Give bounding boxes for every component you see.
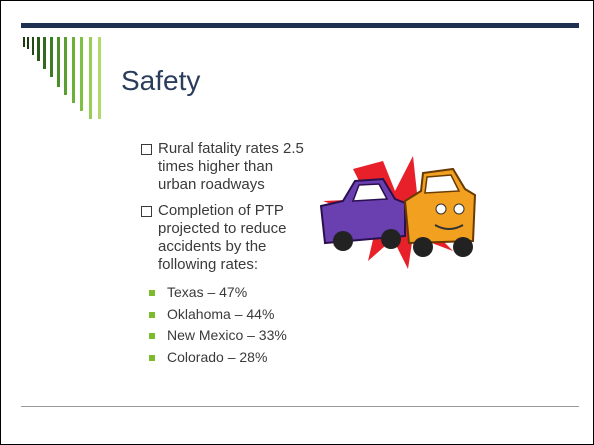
car-crash-clipart — [313, 151, 483, 276]
slide: Safety Rural fatality rates 2.5 times hi… — [0, 0, 594, 445]
bullet-text: Completion of PTP projected to reduce ac… — [158, 202, 286, 273]
sub-bullet-text: Texas – 47% — [167, 284, 247, 300]
sub-bullet-text: Oklahoma – 44% — [167, 306, 274, 322]
bullet-list: Rural fatality rates 2.5 times higher th… — [139, 140, 304, 368]
sub-bullet-text: New Mexico – 33% — [167, 327, 287, 343]
sub-bullet: Texas – 47% — [147, 282, 304, 304]
sub-bullet-text: Colorado – 28% — [167, 349, 267, 365]
sub-bullet-marker — [149, 312, 155, 318]
bullet: Completion of PTP projected to reduce ac… — [139, 202, 304, 274]
bullet-text: Rural fatality rates 2.5 times higher th… — [158, 140, 304, 193]
stripes — [21, 29, 111, 119]
bullet: Rural fatality rates 2.5 times higher th… — [139, 140, 304, 194]
sub-list: Texas – 47% Oklahoma – 44% New Mexico – 33… — [139, 282, 304, 368]
sub-bullet: Oklahoma – 44% — [147, 304, 304, 326]
bullet-box — [141, 206, 152, 217]
bottom-rule — [21, 406, 579, 407]
sub-bullet: New Mexico – 33% — [147, 325, 304, 347]
sub-bullet: Colorado – 28% — [147, 347, 304, 369]
sub-bullet-marker — [149, 290, 155, 296]
page: Safety Rural fatality rates 2.5 times hi… — [0, 0, 594, 445]
bullet-box — [141, 144, 152, 155]
sub-bullet-marker — [149, 333, 155, 339]
sub-bullet-marker — [149, 355, 155, 361]
slide-title: Safety — [121, 65, 200, 97]
top-bar — [21, 23, 579, 28]
